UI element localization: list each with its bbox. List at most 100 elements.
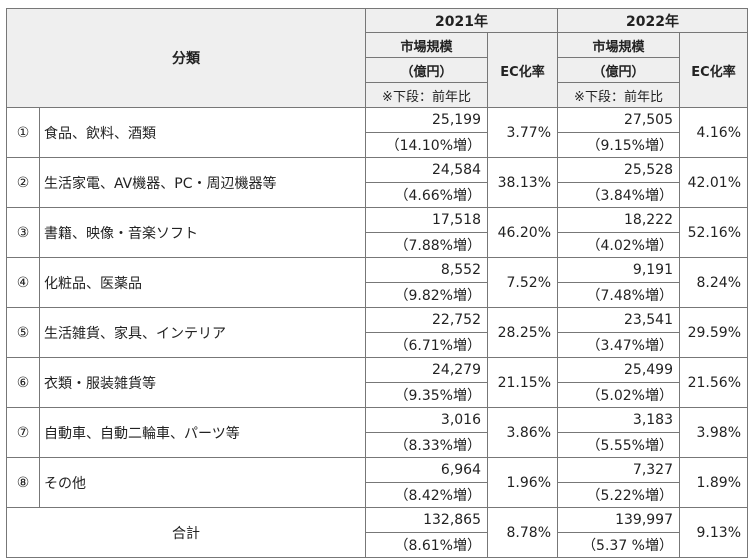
table-row: ⑧ その他 6,964 1.96% 7,327 1.89% — [6, 457, 748, 508]
growth-2021: （14.10%増） — [365, 132, 488, 158]
category-name: 自動車、自動二輪車、パーツ等 — [39, 407, 366, 458]
table-row-growth: （7.88%増） （4.02%増） — [7, 232, 748, 258]
growth-2021: （6.71%増） — [365, 332, 488, 358]
table-row: ④ 化粧品、医薬品 8,552 7.52% 9,191 8.24% — [6, 257, 748, 308]
total-growth-2022: （5.37 %増） — [557, 532, 680, 558]
market-table-container: 分類 2021年 2022年 市場規模 EC化率 市場規模 EC化率 （億円） … — [6, 8, 748, 558]
total-row-growth: （8.61%増） （5.37 %増） — [7, 532, 748, 558]
ec-rate-2021: 3.86% — [487, 407, 558, 458]
market-size-2022: 25,499 — [557, 357, 680, 383]
ec-rate-2022: 8.24% — [679, 257, 748, 308]
market-size-2022: 7,327 — [557, 457, 680, 483]
table-row-growth: （8.33%増） （5.55%増） — [7, 432, 748, 458]
year-2021-header: 2021年 — [365, 8, 558, 33]
row-number: ② — [6, 157, 40, 208]
row-number: ① — [6, 107, 40, 158]
table-row: ⑤ 生活雑貨、家具、インテリア 22,752 28.25% 23,541 29.… — [6, 307, 748, 358]
ec-rate-2022: 21.56% — [679, 357, 748, 408]
ec-rate-2022: 29.59% — [679, 307, 748, 358]
ec-rate-2021: 7.52% — [487, 257, 558, 308]
table-row: ③ 書籍、映像・音楽ソフト 17,518 46.20% 18,222 52.16… — [6, 207, 748, 258]
ec-rate-2021: 38.13% — [487, 157, 558, 208]
total-growth-2021: （8.61%増） — [365, 532, 488, 558]
category-name: 生活雑貨、家具、インテリア — [39, 307, 366, 358]
ec-rate-2021: 3.77% — [487, 107, 558, 158]
row-number: ⑤ — [6, 307, 40, 358]
ec-rate-2022: 3.98% — [679, 407, 748, 458]
category-name: その他 — [39, 457, 366, 508]
year-2022-header: 2022年 — [557, 8, 748, 33]
table-row-growth: （6.71%増） （3.47%増） — [7, 332, 748, 358]
category-name: 書籍、映像・音楽ソフト — [39, 207, 366, 258]
growth-2022: （7.48%増） — [557, 282, 680, 308]
row-number: ⑦ — [6, 407, 40, 458]
total-market-size-2021: 132,865 — [365, 507, 488, 533]
table-row: ② 生活家電、AV機器、PC・周辺機器等 24,584 38.13% 25,52… — [6, 157, 748, 208]
market-size-note-2021: ※下段：前年比 — [365, 82, 488, 108]
market-size-2021: 6,964 — [365, 457, 488, 483]
ec-market-table: 分類 2021年 2022年 市場規模 EC化率 市場規模 EC化率 （億円） … — [6, 8, 748, 558]
market-size-2021: 22,752 — [365, 307, 488, 333]
market-size-2022: 9,191 — [557, 257, 680, 283]
growth-2022: （3.84%増） — [557, 182, 680, 208]
ec-rate-2021: 21.15% — [487, 357, 558, 408]
ec-rate-2022: 42.01% — [679, 157, 748, 208]
market-size-header-2022: 市場規模 — [557, 32, 680, 58]
row-number: ⑧ — [6, 457, 40, 508]
table-header: 分類 2021年 2022年 市場規模 EC化率 市場規模 EC化率 （億円） … — [6, 8, 748, 108]
market-size-2021: 25,199 — [365, 107, 488, 133]
market-size-2021: 3,016 — [365, 407, 488, 433]
growth-2021: （7.88%増） — [365, 232, 488, 258]
market-size-2021: 24,584 — [365, 157, 488, 183]
growth-2022: （4.02%増） — [557, 232, 680, 258]
total-ec-rate-2022: 9.13% — [679, 507, 748, 558]
table-body: ① 食品、飲料、酒類 25,199 3.77% 27,505 4.16% （14… — [6, 107, 748, 558]
market-size-header-2021: 市場規模 — [365, 32, 488, 58]
market-size-note-2022: ※下段：前年比 — [557, 82, 680, 108]
growth-2022: （5.55%増） — [557, 432, 680, 458]
total-label: 合計 — [6, 507, 366, 558]
row-number: ⑥ — [6, 357, 40, 408]
market-size-2022: 18,222 — [557, 207, 680, 233]
market-size-2022: 23,541 — [557, 307, 680, 333]
growth-2022: （5.02%増） — [557, 382, 680, 408]
table-row: ⑦ 自動車、自動二輪車、パーツ等 3,016 3.86% 3,183 3.98% — [6, 407, 748, 458]
market-size-2022: 25,528 — [557, 157, 680, 183]
table-row: ⑥ 衣類・服装雑貨等 24,279 21.15% 25,499 21.56% — [6, 357, 748, 408]
ec-rate-2022: 52.16% — [679, 207, 748, 258]
total-market-size-2022: 139,997 — [557, 507, 680, 533]
category-name: 衣類・服装雑貨等 — [39, 357, 366, 408]
table-row-growth: （8.42%増） （5.22%増） — [7, 482, 748, 508]
market-size-unit-2022: （億円） — [557, 57, 680, 83]
growth-2021: （8.42%増） — [365, 482, 488, 508]
ec-rate-header-2022: EC化率 — [679, 32, 748, 108]
ec-rate-2022: 4.16% — [679, 107, 748, 158]
category-name: 生活家電、AV機器、PC・周辺機器等 — [39, 157, 366, 208]
growth-2021: （9.82%増） — [365, 282, 488, 308]
table-row-growth: （14.10%増） （9.15%増） — [7, 132, 748, 158]
ec-rate-header-2021: EC化率 — [487, 32, 558, 108]
market-size-unit-2021: （億円） — [365, 57, 488, 83]
market-size-2021: 24,279 — [365, 357, 488, 383]
ec-rate-2021: 28.25% — [487, 307, 558, 358]
growth-2021: （8.33%増） — [365, 432, 488, 458]
market-size-2021: 17,518 — [365, 207, 488, 233]
growth-2021: （4.66%増） — [365, 182, 488, 208]
category-header: 分類 — [6, 8, 366, 108]
market-size-2021: 8,552 — [365, 257, 488, 283]
row-number: ③ — [6, 207, 40, 258]
growth-2022: （5.22%増） — [557, 482, 680, 508]
ec-rate-2021: 1.96% — [487, 457, 558, 508]
total-row: 合計 132,865 8.78% 139,997 9.13% — [6, 507, 748, 558]
total-ec-rate-2021: 8.78% — [487, 507, 558, 558]
market-size-2022: 27,505 — [557, 107, 680, 133]
row-number: ④ — [6, 257, 40, 308]
table-row-growth: （9.82%増） （7.48%増） — [7, 282, 748, 308]
market-size-2022: 3,183 — [557, 407, 680, 433]
growth-2021: （9.35%増） — [365, 382, 488, 408]
table-row-growth: （4.66%増） （3.84%増） — [7, 182, 748, 208]
table-row: ① 食品、飲料、酒類 25,199 3.77% 27,505 4.16% — [6, 107, 748, 158]
table-row-growth: （9.35%増） （5.02%増） — [7, 382, 748, 408]
growth-2022: （3.47%増） — [557, 332, 680, 358]
category-name: 食品、飲料、酒類 — [39, 107, 366, 158]
